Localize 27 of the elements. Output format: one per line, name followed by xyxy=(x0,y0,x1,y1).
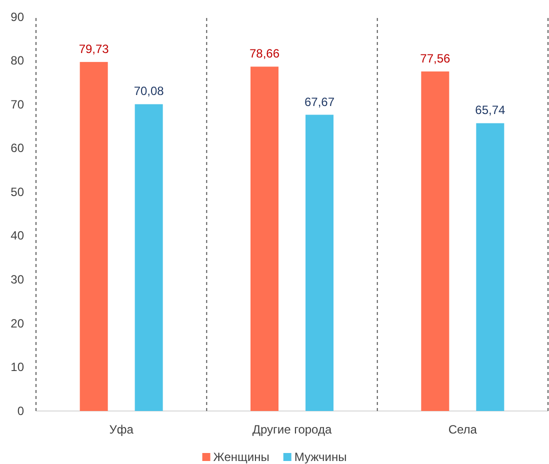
data-label: 79,73 xyxy=(78,42,110,56)
bar xyxy=(306,114,334,411)
legend-label: Мужчины xyxy=(294,450,347,464)
bar xyxy=(80,62,108,411)
y-tick-label: 70 xyxy=(10,97,24,112)
bar xyxy=(476,123,504,411)
y-tick-label: 10 xyxy=(10,360,24,374)
legend-label: Женщины xyxy=(213,450,270,464)
data-label: 78,66 xyxy=(249,46,280,61)
y-tick-label: 30 xyxy=(10,272,24,287)
y-tick-label: 0 xyxy=(17,404,24,418)
bar xyxy=(421,71,450,411)
y-tick-label: 80 xyxy=(10,54,24,68)
y-tick-label: 50 xyxy=(10,184,24,199)
data-label: 65,74 xyxy=(475,103,506,118)
x-tick-label: Другие города xyxy=(252,422,332,437)
y-tick-label: 60 xyxy=(10,141,24,156)
bar xyxy=(250,66,278,411)
y-tick-label: 40 xyxy=(10,228,24,243)
data-label: 77,56 xyxy=(420,51,451,66)
data-label: 67,67 xyxy=(304,94,335,109)
data-label: 70,08 xyxy=(134,84,164,98)
bar xyxy=(134,104,163,411)
y-tick-label: 20 xyxy=(10,316,24,330)
x-tick-label: Села xyxy=(448,422,478,437)
y-tick-label: 90 xyxy=(10,10,24,24)
x-tick-label: Уфа xyxy=(109,422,134,437)
